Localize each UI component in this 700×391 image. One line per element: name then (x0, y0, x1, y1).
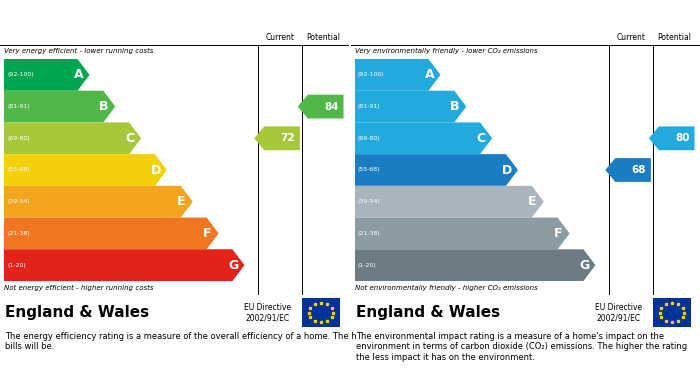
Polygon shape (4, 186, 192, 217)
Text: 80: 80 (676, 133, 690, 143)
Text: EU Directive
2002/91/EC: EU Directive 2002/91/EC (595, 303, 643, 322)
Polygon shape (4, 217, 218, 249)
Text: B: B (450, 100, 460, 113)
Text: (92-100): (92-100) (358, 72, 384, 77)
Text: Very energy efficient - lower running costs: Very energy efficient - lower running co… (4, 48, 153, 54)
Text: (92-100): (92-100) (7, 72, 34, 77)
Polygon shape (254, 126, 300, 150)
Text: (1-20): (1-20) (358, 263, 377, 268)
Text: E: E (528, 195, 536, 208)
Text: (21-38): (21-38) (7, 231, 29, 236)
Text: The environmental impact rating is a measure of a home's impact on the environme: The environmental impact rating is a mea… (356, 332, 687, 362)
Text: EU Directive
2002/91/EC: EU Directive 2002/91/EC (244, 303, 291, 322)
Polygon shape (4, 154, 167, 186)
Text: G: G (228, 258, 239, 272)
Polygon shape (606, 158, 651, 182)
Text: England & Wales: England & Wales (356, 305, 500, 320)
Text: 72: 72 (281, 133, 295, 143)
Text: (69-80): (69-80) (7, 136, 29, 141)
Bar (302, 298, 340, 327)
Text: A: A (424, 68, 434, 81)
Polygon shape (4, 249, 244, 281)
Text: (55-68): (55-68) (7, 167, 29, 172)
Text: 84: 84 (324, 102, 339, 111)
Text: Current: Current (265, 33, 295, 42)
Text: (39-54): (39-54) (7, 199, 30, 204)
Text: England & Wales: England & Wales (5, 305, 149, 320)
Polygon shape (355, 186, 544, 217)
Text: D: D (151, 163, 161, 176)
Text: Very environmentally friendly - lower CO₂ emissions: Very environmentally friendly - lower CO… (355, 48, 538, 54)
Text: E: E (177, 195, 186, 208)
Text: (39-54): (39-54) (358, 199, 381, 204)
Text: A: A (74, 68, 83, 81)
Text: C: C (125, 132, 134, 145)
Text: Energy Efficiency Rating: Energy Efficiency Rating (8, 9, 172, 22)
Text: B: B (99, 100, 108, 113)
Polygon shape (298, 95, 344, 118)
Text: (21-38): (21-38) (358, 231, 381, 236)
Text: Current: Current (617, 33, 645, 42)
Text: (81-91): (81-91) (7, 104, 29, 109)
Polygon shape (4, 122, 141, 154)
Text: D: D (502, 163, 512, 176)
Polygon shape (355, 91, 466, 122)
Polygon shape (4, 91, 116, 122)
Text: Environmental Impact (CO₂) Rating: Environmental Impact (CO₂) Rating (360, 9, 592, 22)
Text: F: F (554, 227, 562, 240)
Text: G: G (580, 258, 589, 272)
Text: 68: 68 (631, 165, 646, 175)
Text: F: F (202, 227, 211, 240)
Polygon shape (355, 249, 596, 281)
Text: (55-68): (55-68) (358, 167, 381, 172)
Text: Not energy efficient - higher running costs: Not energy efficient - higher running co… (4, 285, 153, 291)
Polygon shape (355, 122, 492, 154)
Bar (653, 298, 692, 327)
Polygon shape (4, 59, 90, 91)
Polygon shape (355, 154, 518, 186)
Text: (69-80): (69-80) (358, 136, 381, 141)
Text: (1-20): (1-20) (7, 263, 26, 268)
Polygon shape (649, 126, 694, 150)
Text: The energy efficiency rating is a measure of the overall efficiency of a home. T: The energy efficiency rating is a measur… (5, 332, 681, 352)
Text: Potential: Potential (658, 33, 692, 42)
Polygon shape (355, 217, 570, 249)
Text: (81-91): (81-91) (358, 104, 381, 109)
Text: C: C (476, 132, 485, 145)
Text: Not environmentally friendly - higher CO₂ emissions: Not environmentally friendly - higher CO… (355, 285, 538, 291)
Polygon shape (355, 59, 440, 91)
Text: Potential: Potential (307, 33, 341, 42)
